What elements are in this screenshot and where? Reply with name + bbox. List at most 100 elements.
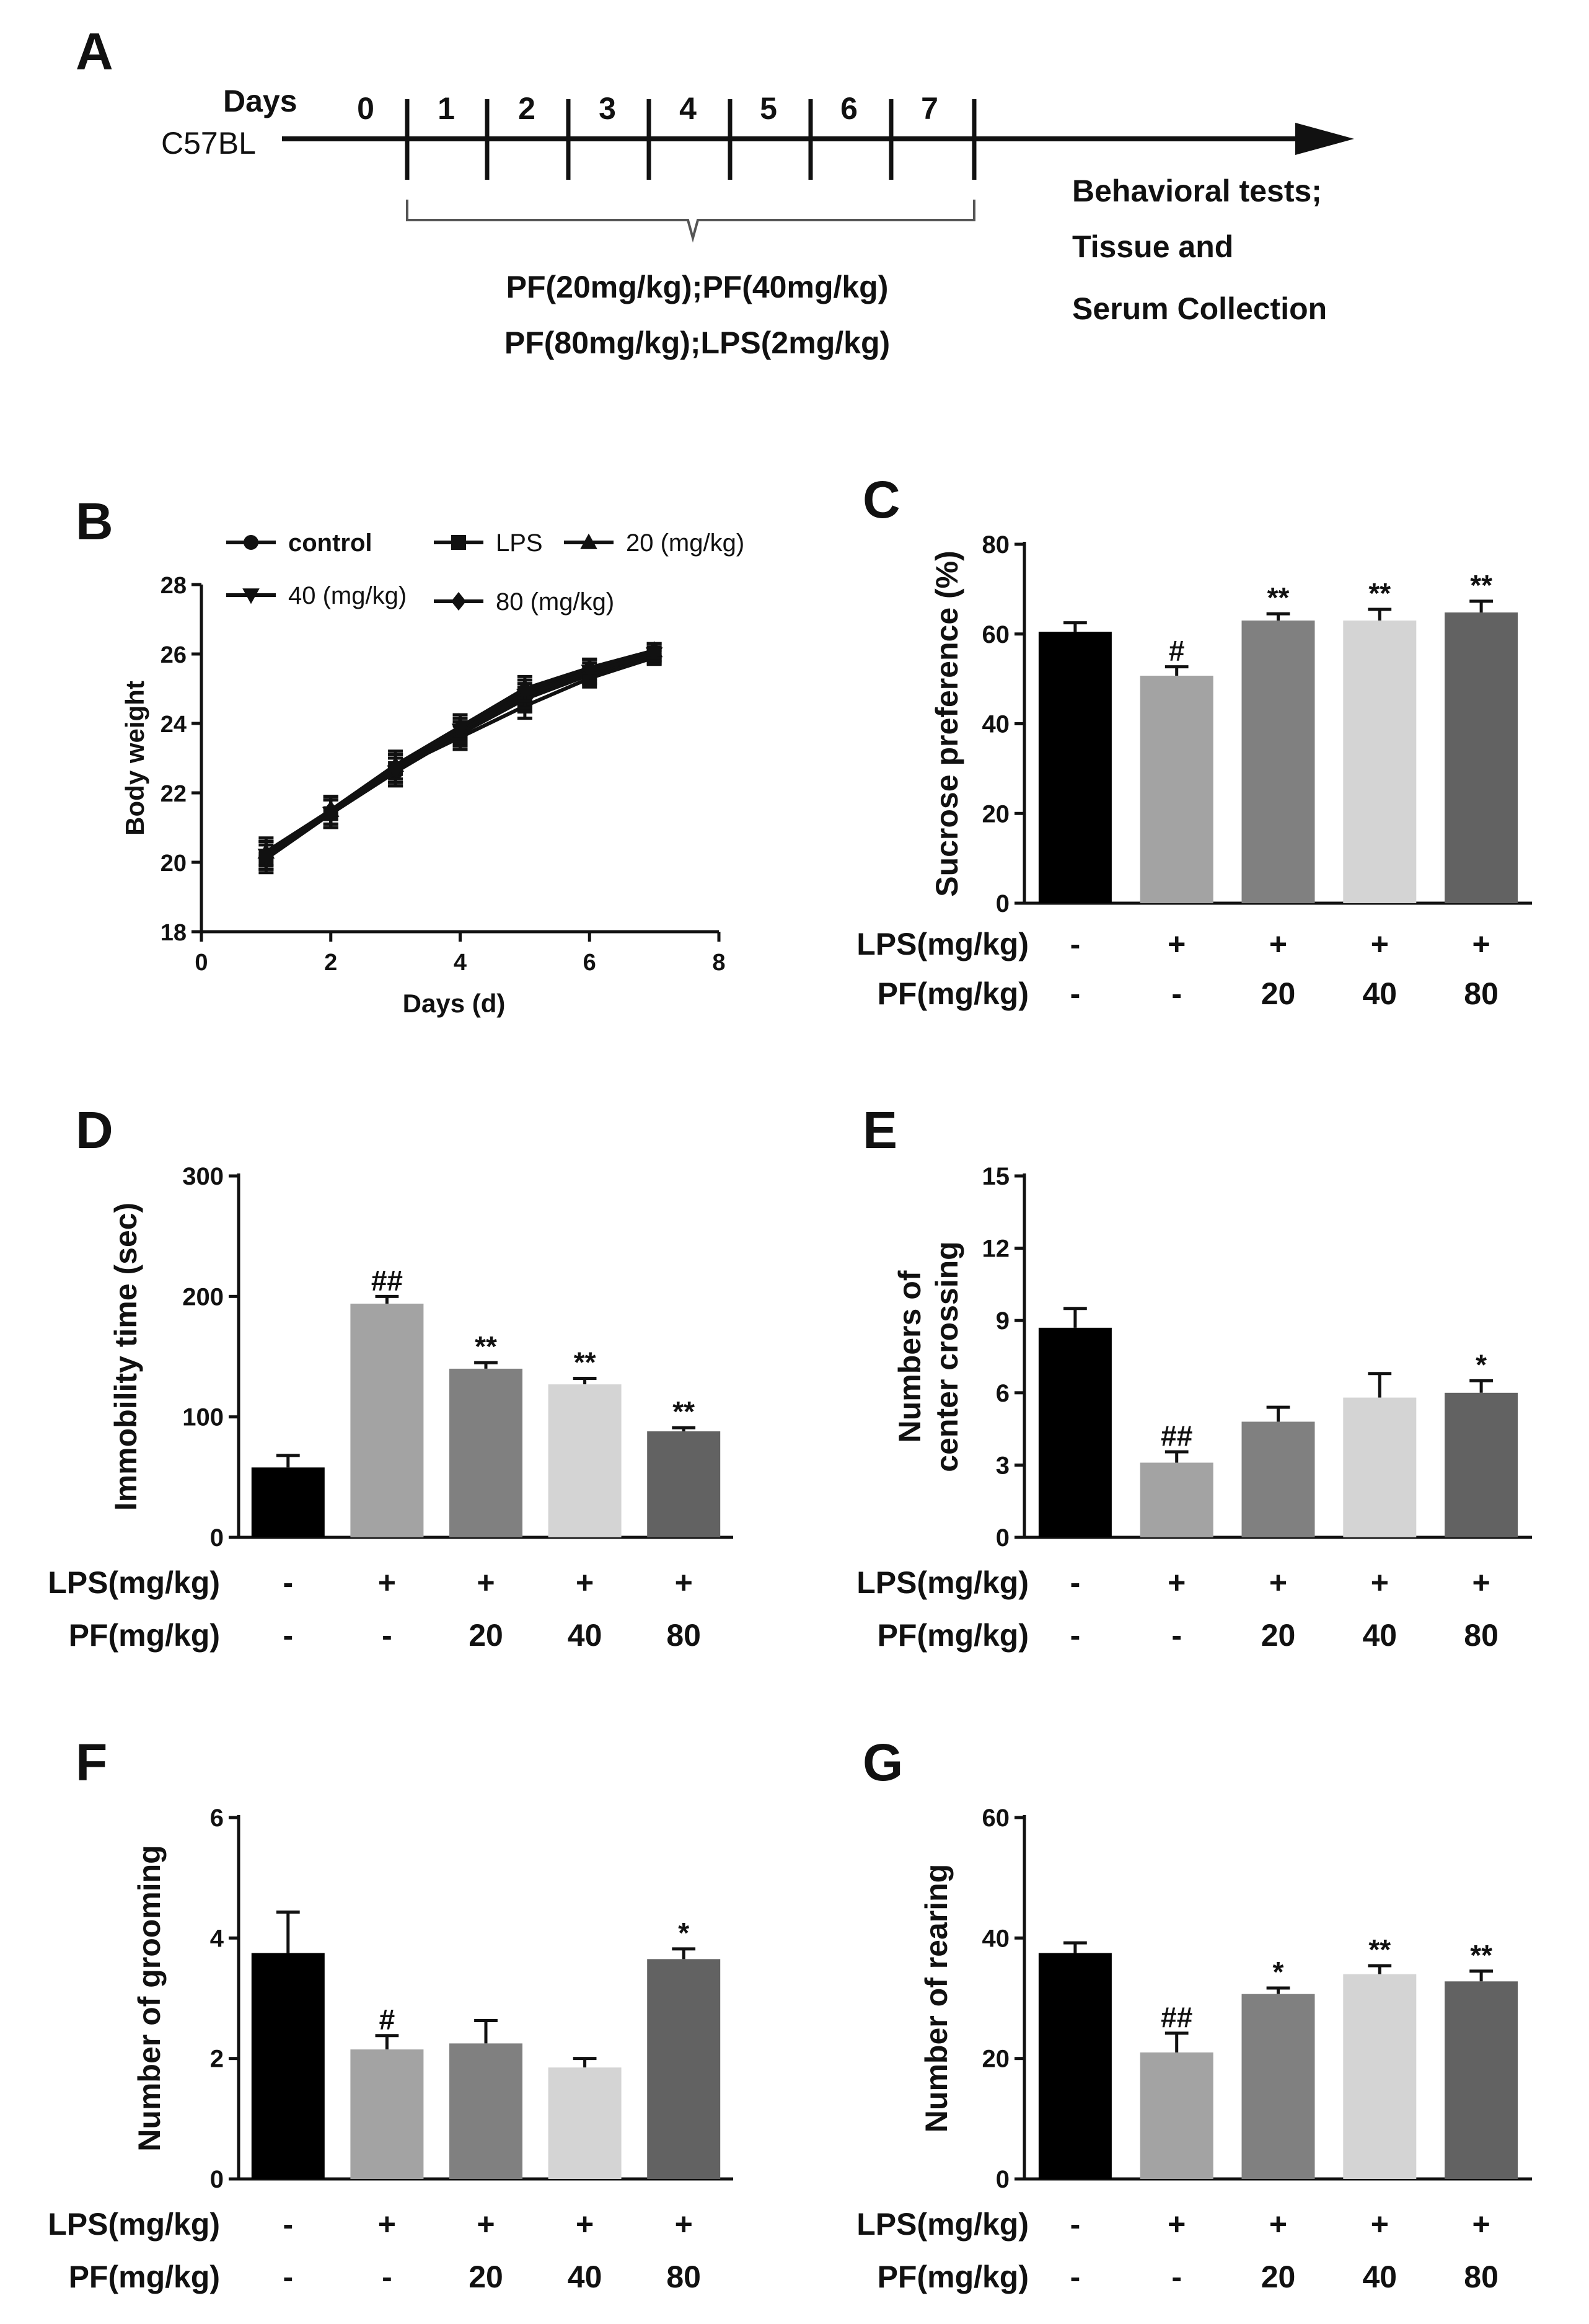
bar-f-0 — [251, 1953, 325, 2179]
y-tick-label-b-26: 26 — [161, 642, 187, 668]
panel-label-b: B — [76, 492, 113, 550]
pf-row-label-d: PF(mg/kg) — [69, 1618, 220, 1653]
bar-e-0 — [1038, 1327, 1112, 1537]
y-axis-label-e-line1: Numbers of — [892, 1270, 927, 1443]
bar-d-0 — [251, 1467, 325, 1537]
pf-row-label-c: PF(mg/kg) — [878, 976, 1029, 1011]
y-tick-label-b-28: 28 — [161, 573, 187, 599]
series-lps — [258, 648, 662, 875]
lps-value-f-3: + — [576, 2207, 594, 2242]
day-label-6: 6 — [840, 91, 858, 126]
y-tick-label-e-6: 6 — [996, 1380, 1010, 1407]
pf-value-c-3: 40 — [1362, 976, 1397, 1011]
lps-value-d-4: + — [675, 1565, 693, 1600]
x-tick-label-b-6: 6 — [583, 950, 596, 976]
legend-entry-4: 80 (mg/kg) — [434, 588, 614, 616]
y-tick-label-e-0: 0 — [996, 1524, 1010, 1552]
bar-c-3 — [1343, 621, 1417, 903]
y-tick-label-e-3: 3 — [996, 1452, 1010, 1479]
bar-e-2 — [1241, 1421, 1315, 1537]
lps-value-g-4: + — [1472, 2207, 1490, 2242]
legend-label: 20 (mg/kg) — [626, 529, 744, 557]
lps-value-f-4: + — [675, 2207, 693, 2242]
panel-d-immobility-time: D 0 100 200 300 Immobility time (sec) - - ## + - **… — [48, 1101, 733, 1653]
lps-value-e-0: - — [1070, 1565, 1081, 1600]
pf-value-e-1: - — [1171, 1618, 1182, 1653]
y-tick-label-d-300: 300 — [182, 1163, 224, 1190]
y-axis-label-d: Immobility time (sec) — [108, 1203, 143, 1511]
lps-row-label-g: LPS(mg/kg) — [856, 2207, 1029, 2242]
outcome-line-2: Tissue and — [1072, 229, 1233, 264]
y-axis-label-g: Number of rearing — [919, 1864, 954, 2132]
pf-value-e-3: 40 — [1362, 1618, 1397, 1653]
day-label-3: 3 — [599, 91, 616, 126]
legend-marker — [242, 588, 260, 604]
panel-label-c: C — [863, 471, 900, 529]
y-tick-label-c-80: 80 — [982, 531, 1010, 559]
panel-g-rearing: G 0 20 40 60 Number of rearing - - ## + - * +20 ** +40… — [856, 1733, 1532, 2294]
x-tick-label-b-2: 2 — [324, 950, 337, 976]
lps-value-g-2: + — [1269, 2207, 1287, 2242]
y-tick-label-f-6: 6 — [210, 1805, 224, 1832]
panel-label-a: A — [76, 22, 113, 81]
y-tick-label-c-20: 20 — [982, 800, 1010, 828]
pf-value-e-2: 20 — [1261, 1618, 1296, 1653]
pf-value-f-2: 20 — [469, 2260, 503, 2294]
pf-value-e-4: 80 — [1464, 1618, 1499, 1653]
lps-value-e-4: + — [1472, 1565, 1490, 1600]
pf-value-d-0: - — [283, 1618, 293, 1653]
panel-e-center-crossing: E 0 3 6 9 12 15 Numbers of center crossing - - ## + -… — [856, 1101, 1532, 1653]
bar-d-3 — [548, 1384, 622, 1537]
bar-f-2 — [449, 2043, 522, 2179]
bar-c-1 — [1140, 676, 1213, 903]
legend-entry-2: 20 (mg/kg) — [564, 529, 744, 557]
outcome-line-3: Serum Collection — [1072, 291, 1327, 326]
data-point — [388, 759, 403, 778]
legend-marker — [244, 535, 258, 550]
bar-g-3 — [1343, 1974, 1417, 2179]
lps-value-g-0: - — [1070, 2207, 1081, 2242]
bar-e-1 — [1140, 1462, 1213, 1537]
timeline-arrowhead — [1295, 123, 1354, 155]
y-tick-label-d-0: 0 — [210, 1524, 224, 1552]
day-ticks: 0 1 2 3 4 5 6 7 — [357, 91, 977, 180]
day-label-0: 0 — [357, 91, 374, 126]
lps-value-c-0: - — [1070, 927, 1081, 961]
lps-value-c-3: + — [1371, 927, 1389, 961]
y-tick-label-e-15: 15 — [982, 1163, 1010, 1190]
panel-f-grooming: F 0 2 4 6 Number of grooming - - # + - +20 +40 * +80 LP… — [48, 1733, 733, 2294]
series-control — [258, 645, 662, 871]
pf-value-f-1: - — [382, 2260, 392, 2294]
y-axis-label-c: Sucrose preference (%) — [930, 550, 964, 897]
lps-row-label-c: LPS(mg/kg) — [856, 927, 1029, 961]
lps-value-e-1: + — [1168, 1565, 1186, 1600]
pf-value-g-4: 80 — [1464, 2260, 1499, 2294]
legend-marker — [451, 535, 466, 550]
y-tick-label-g-40: 40 — [982, 1925, 1010, 1952]
panel-label-d: D — [76, 1101, 113, 1159]
legend-marker — [451, 592, 466, 611]
significance-f-1: # — [379, 2004, 395, 2036]
legend-label: 40 (mg/kg) — [288, 582, 407, 609]
day-label-7: 7 — [921, 91, 938, 126]
significance-g-4: ** — [1470, 1939, 1492, 1971]
data-point — [517, 679, 532, 698]
bar-d-2 — [449, 1368, 522, 1537]
day-label-2: 2 — [518, 91, 535, 126]
lps-row-label-d: LPS(mg/kg) — [48, 1565, 220, 1600]
pf-value-d-2: 20 — [469, 1618, 503, 1653]
panel-label-f: F — [76, 1733, 107, 1792]
lps-value-g-3: + — [1371, 2207, 1389, 2242]
treatment-line-2: PF(80mg/kg);LPS(2mg/kg) — [504, 325, 890, 360]
pf-value-f-4: 80 — [666, 2260, 701, 2294]
lps-value-f-1: + — [378, 2207, 396, 2242]
significance-e-1: ## — [1161, 1420, 1192, 1452]
y-tick-label-b-24: 24 — [161, 712, 187, 738]
significance-f-4: * — [678, 1917, 689, 1949]
legend-entry-0: control — [226, 529, 372, 557]
pf-value-c-0: - — [1070, 976, 1081, 1011]
pf-value-c-4: 80 — [1464, 976, 1499, 1011]
y-tick-label-f-2: 2 — [210, 2046, 224, 2073]
significance-c-2: ** — [1267, 581, 1290, 614]
timeline-panel: A Days C57BL 0 1 2 3 4 5 6 7 PF(20mg/kg);PF(40m… — [76, 22, 1354, 360]
